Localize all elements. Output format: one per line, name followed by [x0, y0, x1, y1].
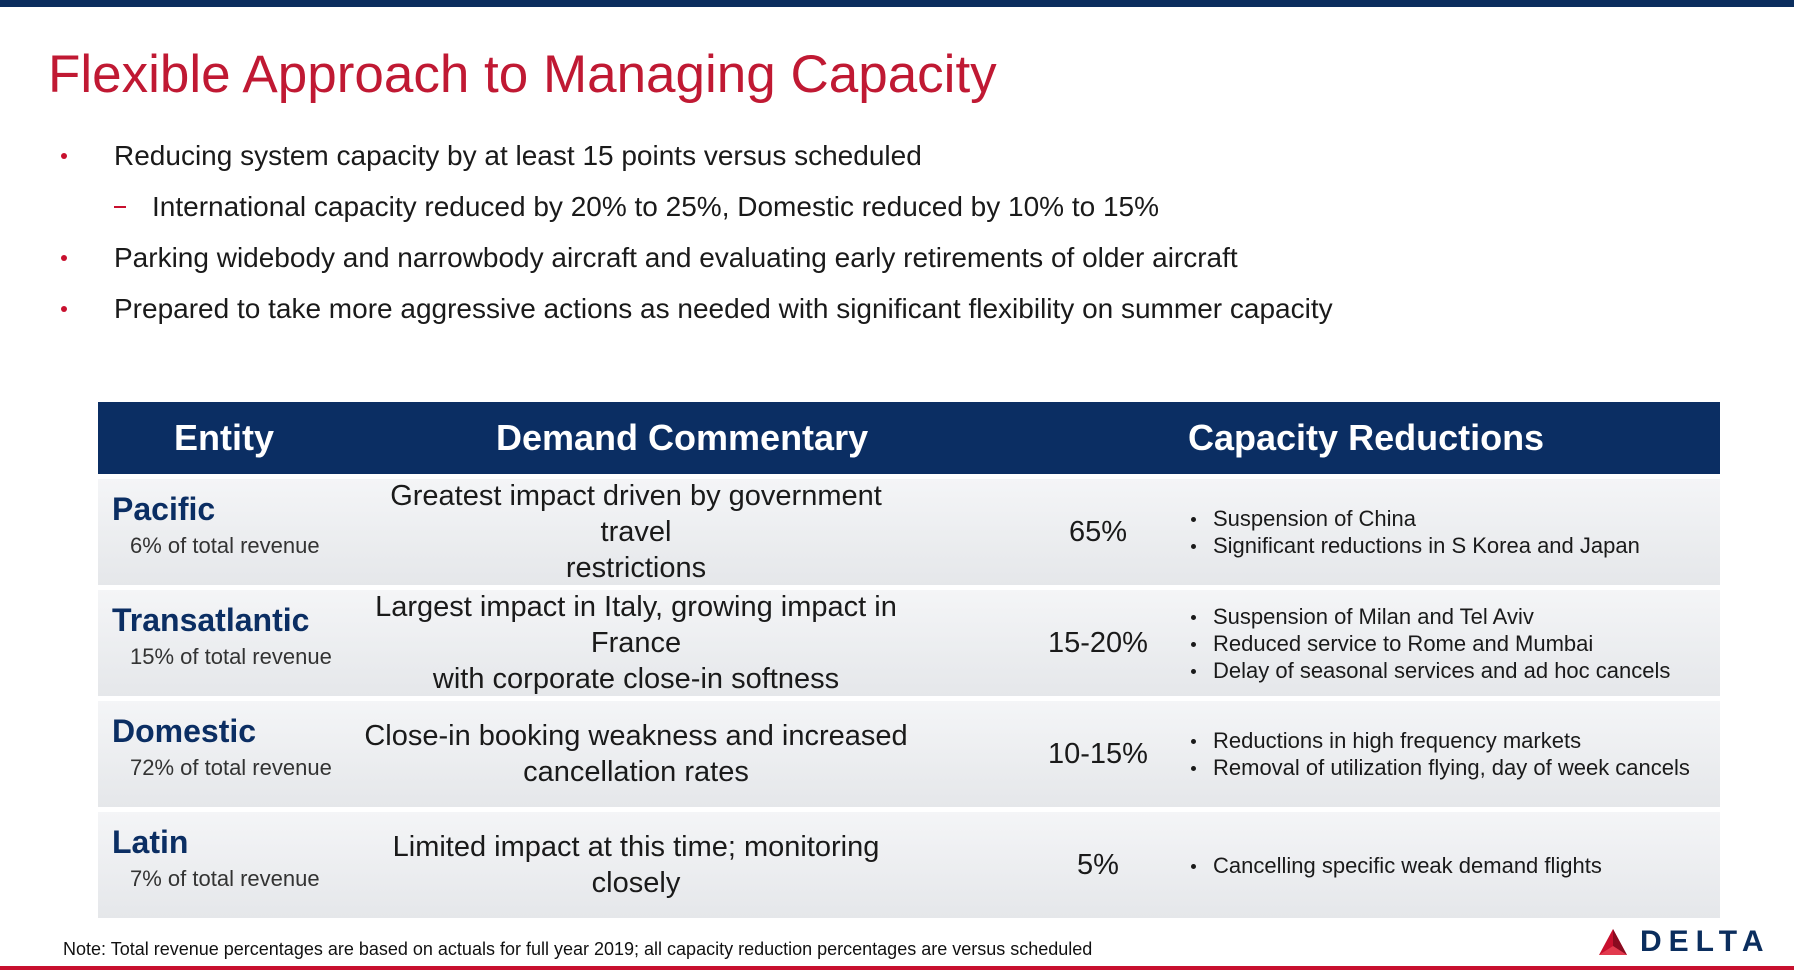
bullet-dot	[61, 153, 67, 159]
sub-bullet-item: International capacity reduced by 20% to…	[56, 189, 1756, 240]
reduction-item: Reduced service to Rome and Mumbai	[1188, 630, 1718, 657]
reduction-item: Suspension of China	[1188, 505, 1718, 532]
demand-commentary: Close-in booking weakness and increased …	[356, 701, 916, 807]
slide-title: Flexible Approach to Managing Capacity	[48, 45, 997, 104]
delta-widget-icon	[1599, 929, 1627, 955]
reduction-item: Suspension of Milan and Tel Aviv	[1188, 603, 1718, 630]
commentary-line: restrictions	[565, 552, 707, 584]
bullet-text: Prepared to take more aggressive actions…	[114, 293, 1333, 324]
header-capacity-reductions: Capacity Reductions	[1188, 417, 1545, 458]
demand-commentary: Greatest impact driven by government tra…	[356, 479, 916, 585]
bullet-item: Prepared to take more aggressive actions…	[56, 291, 1756, 342]
demand-commentary: Largest impact in Italy, growing impact …	[356, 590, 916, 696]
table-header: Entity Demand Commentary Capacity Reduct…	[98, 402, 1720, 474]
capacity-reduction-list: Suspension of China Significant reductio…	[1188, 479, 1718, 585]
bullet-list: Reducing system capacity by at least 15 …	[56, 138, 1756, 342]
commentary-line: Limited impact at this time; monitoring …	[392, 831, 880, 899]
commentary-line: Greatest impact driven by government tra…	[390, 480, 882, 548]
capacity-table: Entity Demand Commentary Capacity Reduct…	[98, 402, 1720, 918]
commentary-line: Largest impact in Italy, growing impact …	[375, 591, 897, 659]
demand-commentary: Limited impact at this time; monitoring …	[356, 812, 916, 918]
bullet-dot	[61, 306, 67, 312]
reduction-item: Reductions in high frequency markets	[1188, 727, 1718, 754]
entity-revenue-share: 7% of total revenue	[130, 866, 320, 891]
top-accent-bar	[0, 0, 1794, 7]
table-row: Transatlantic 15% of total revenue Large…	[98, 590, 1720, 696]
entity-name: Pacific	[112, 491, 216, 527]
entity-name: Domestic	[112, 713, 257, 749]
entity-revenue-share: 15% of total revenue	[130, 644, 332, 669]
sub-bullet-dash	[114, 206, 126, 208]
sub-bullet-text: International capacity reduced by 20% to…	[152, 191, 1160, 222]
commentary-line: Close-in booking weakness and increased	[364, 720, 908, 752]
reduction-item: Delay of seasonal services and ad hoc ca…	[1188, 657, 1718, 684]
bullet-item: Parking widebody and narrowbody aircraft…	[56, 240, 1756, 291]
capacity-reduction-list: Cancelling specific weak demand flights	[1188, 812, 1718, 918]
entity-name: Latin	[112, 824, 189, 860]
footnote: Note: Total revenue percentages are base…	[63, 939, 1093, 959]
entity-revenue-share: 72% of total revenue	[130, 755, 332, 780]
commentary-line: cancellation rates	[523, 756, 749, 788]
capacity-reduction-percent: 15-20%	[1048, 626, 1148, 659]
bullet-text: Parking widebody and narrowbody aircraft…	[114, 242, 1238, 273]
entity-name: Transatlantic	[112, 602, 310, 638]
bullet-dot	[61, 255, 67, 261]
capacity-reduction-percent: 5%	[1077, 848, 1119, 881]
header-entity: Entity	[174, 417, 275, 458]
bullet-text: Reducing system capacity by at least 15 …	[114, 140, 922, 171]
bullet-item: Reducing system capacity by at least 15 …	[56, 138, 1756, 189]
capacity-reduction-list: Reductions in high frequency markets Rem…	[1188, 701, 1718, 807]
table-row: Latin 7% of total revenue Limited impact…	[98, 812, 1720, 918]
commentary-line: with corporate close-in softness	[432, 663, 840, 695]
capacity-reduction-list: Suspension of Milan and Tel Aviv Reduced…	[1188, 590, 1718, 696]
reduction-item: Removal of utilization flying, day of we…	[1188, 754, 1718, 781]
bottom-accent-bar	[0, 966, 1794, 970]
capacity-reduction-percent: 10-15%	[1048, 737, 1148, 770]
reduction-item: Cancelling specific weak demand flights	[1188, 852, 1718, 879]
delta-wordmark: DELTA	[1640, 925, 1771, 958]
header-demand-commentary: Demand Commentary	[496, 417, 869, 458]
table-row: Domestic 72% of total revenue Close-in b…	[98, 701, 1720, 807]
capacity-reduction-percent: 65%	[1068, 515, 1128, 548]
delta-logo: DELTA	[1598, 924, 1771, 960]
entity-revenue-share: 6% of total revenue	[130, 533, 320, 558]
reduction-item: Significant reductions in S Korea and Ja…	[1188, 532, 1718, 559]
table-row: Pacific 6% of total revenue Greatest imp…	[98, 479, 1720, 585]
